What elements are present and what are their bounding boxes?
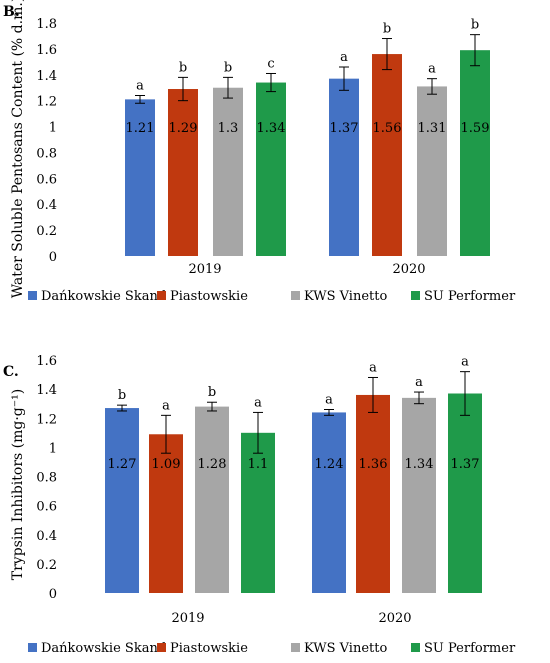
significance-letter: a [369,360,377,375]
significance-letter: a [325,393,333,408]
legend-entry: KWS Vinetto [304,641,387,656]
x-category-label: 2019 [171,611,204,626]
data-label: 1.3 [218,121,239,136]
significance-letter: b [208,385,216,400]
legend-swatch [28,643,37,652]
significance-letter: a [428,62,436,77]
y-axis-label: Water Soluble Pentosans Content (% d.m.) [10,0,26,298]
legend: Dańkowskie Skand Piastowskie KWS Vinetto SU… [28,289,516,304]
x-category-label: 2019 [188,262,221,277]
y-tick-label: 0 [49,587,57,602]
legend-entry: Dańkowskie Skand [41,289,166,304]
y-tick-label: 0.2 [36,224,57,239]
bar [312,412,346,593]
y-tick-label: 1.6 [36,354,57,369]
significance-letter: a [136,78,144,93]
y-tick-label: 1 [49,441,57,456]
data-label: 1.34 [257,121,286,136]
y-tick-label: 0.6 [36,172,57,187]
legend-swatch [157,643,166,652]
legend-swatch [411,291,420,300]
data-label: 1.36 [359,457,388,472]
legend: Dańkowskie Skand Piastowskie KWS Vinetto SU… [28,641,516,656]
y-tick-label: 1.2 [36,412,57,427]
significance-letter: c [267,56,274,71]
bar [168,89,198,257]
x-category-label: 2020 [392,262,425,277]
x-category-label: 2020 [378,611,411,626]
significance-letter: b [383,22,391,37]
bar [195,406,229,593]
data-label: 1.29 [169,121,198,136]
chart-panel-b: B. 0 0.2 0.4 0.6 0.8 1 1.2 1.4 1.6 1.8 Water Solubl… [3,0,516,304]
legend-swatch [291,291,300,300]
legend-entry: SU Performer [424,289,516,304]
data-label: 1.09 [152,457,181,472]
data-label: 1.34 [405,457,434,472]
y-tick-label: 0.8 [36,146,57,161]
data-label: 1.31 [418,121,447,136]
data-label: 1.24 [315,457,344,472]
y-tick-label: 1.6 [36,43,57,58]
bar [105,408,139,593]
y-tick-label: 0.6 [36,500,57,515]
data-label: 1.59 [461,121,490,136]
bar [356,394,390,593]
data-label: 1.37 [451,457,480,472]
significance-letter: b [118,388,126,403]
bar [213,87,243,256]
y-tick-label: 0 [49,250,57,265]
legend-entry: Dańkowskie Skand [41,641,166,656]
significance-letter: a [254,395,262,410]
data-label: 1.28 [198,457,227,472]
legend-entry: Piastowskie [170,641,248,656]
bar [372,54,402,256]
significance-letter: b [471,18,479,33]
significance-letter: a [461,355,469,370]
y-tick-label: 0.4 [36,529,57,544]
bar [448,393,482,593]
legend-swatch [157,291,166,300]
y-tick-label: 0.2 [36,558,57,573]
y-tick-label: 0.8 [36,471,57,486]
legend-entry: KWS Vinetto [304,289,387,304]
significance-letter: b [179,60,187,75]
data-label: 1.56 [373,121,402,136]
data-label: 1.21 [126,121,155,136]
legend-entry: Piastowskie [170,289,248,304]
significance-letter: a [415,375,423,390]
y-tick-label: 1.4 [36,383,57,398]
data-label: 1.27 [108,457,137,472]
panel-label: B. [3,4,20,20]
legend-swatch [291,643,300,652]
y-tick-label: 1 [49,121,57,136]
bar [149,434,183,593]
significance-letter: b [224,60,232,75]
data-label: 1.37 [330,121,359,136]
bar [241,432,275,593]
legend-swatch [28,291,37,300]
significance-letter: a [162,398,170,413]
bar [125,99,155,256]
bar [256,82,286,257]
y-tick-label: 1.4 [36,69,57,84]
panel-label: C. [3,364,19,380]
significance-letter: a [340,50,348,65]
legend-entry: SU Performer [424,641,516,656]
bar [460,50,490,256]
legend-swatch [411,643,420,652]
y-tick-label: 1.2 [36,95,57,110]
data-label: 1.1 [248,457,269,472]
bar [417,86,447,256]
y-tick-label: 0.4 [36,198,57,213]
y-tick-label: 1.8 [36,17,57,32]
bar [402,397,436,593]
chart-panel-c: C. 0 0.2 0.4 0.6 0.8 1 1.2 1.4 1.6 Trypsin Inhibit… [3,354,516,656]
bar [329,78,359,257]
y-axis-label: Trypsin Inhibitors (mg·g⁻¹) [10,389,26,580]
